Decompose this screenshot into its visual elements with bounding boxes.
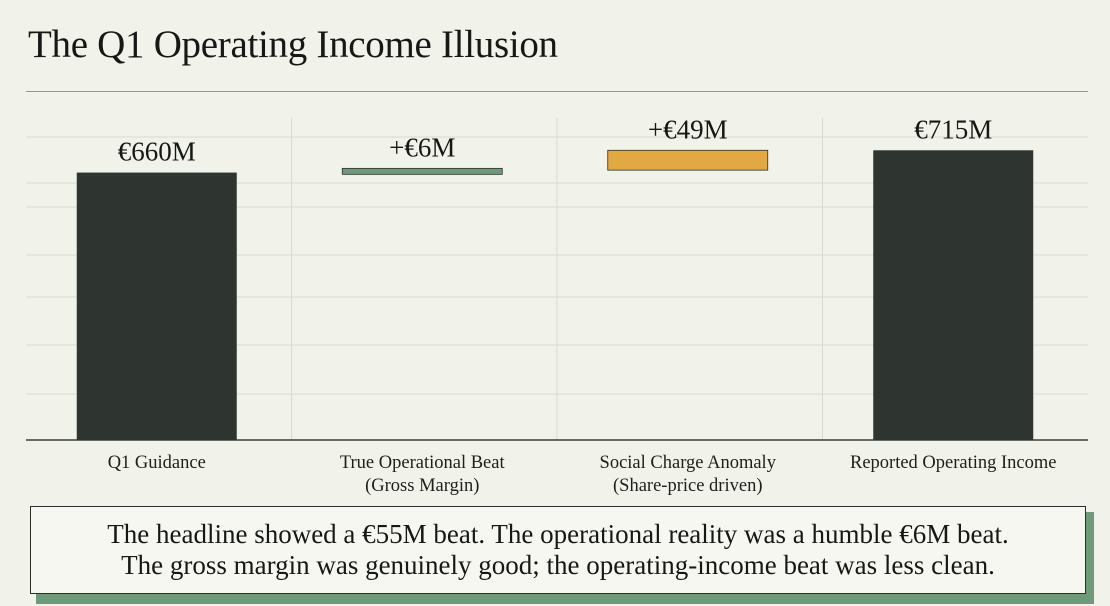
title-divider — [26, 91, 1088, 92]
chart-title: The Q1 Operating Income Illusion — [28, 23, 558, 66]
waterfall-chart: €660M +€6M +€49M €715M Q1 Guidance True Oper… — [26, 114, 1088, 496]
value-label-3: +€49M — [648, 114, 728, 144]
bar-4 — [873, 150, 1034, 441]
bar-3 — [607, 149, 769, 171]
value-label-4: €715M — [914, 114, 992, 144]
callout-line-2: The gross margin was genuinely good; the… — [121, 550, 995, 580]
callout-box: The headline showed a €55M beat. The ope… — [30, 506, 1086, 594]
value-label-2: +€6M — [389, 132, 455, 162]
value-label-1: €660M — [118, 137, 196, 167]
bar-2 — [341, 167, 503, 175]
category-label-4-line-1: Reported Operating Income — [850, 453, 1057, 473]
category-label-2-line-1: True Operational Beat — [340, 453, 506, 473]
bar-1 — [76, 172, 237, 440]
category-label-2-line-2: (Gross Margin) — [365, 476, 479, 496]
category-label-3-line-2: (Share-price driven) — [613, 476, 762, 496]
callout-line-1: The headline showed a €55M beat. The ope… — [107, 519, 1009, 549]
value-labels: €660M +€6M +€49M €715M — [118, 114, 993, 166]
category-label-3-line-1: Social Charge Anomaly — [600, 453, 777, 473]
category-label-1-line-1: Q1 Guidance — [108, 453, 206, 473]
category-labels: Q1 Guidance True Operational Beat (Gross M… — [108, 453, 1057, 496]
bars — [76, 149, 1034, 441]
